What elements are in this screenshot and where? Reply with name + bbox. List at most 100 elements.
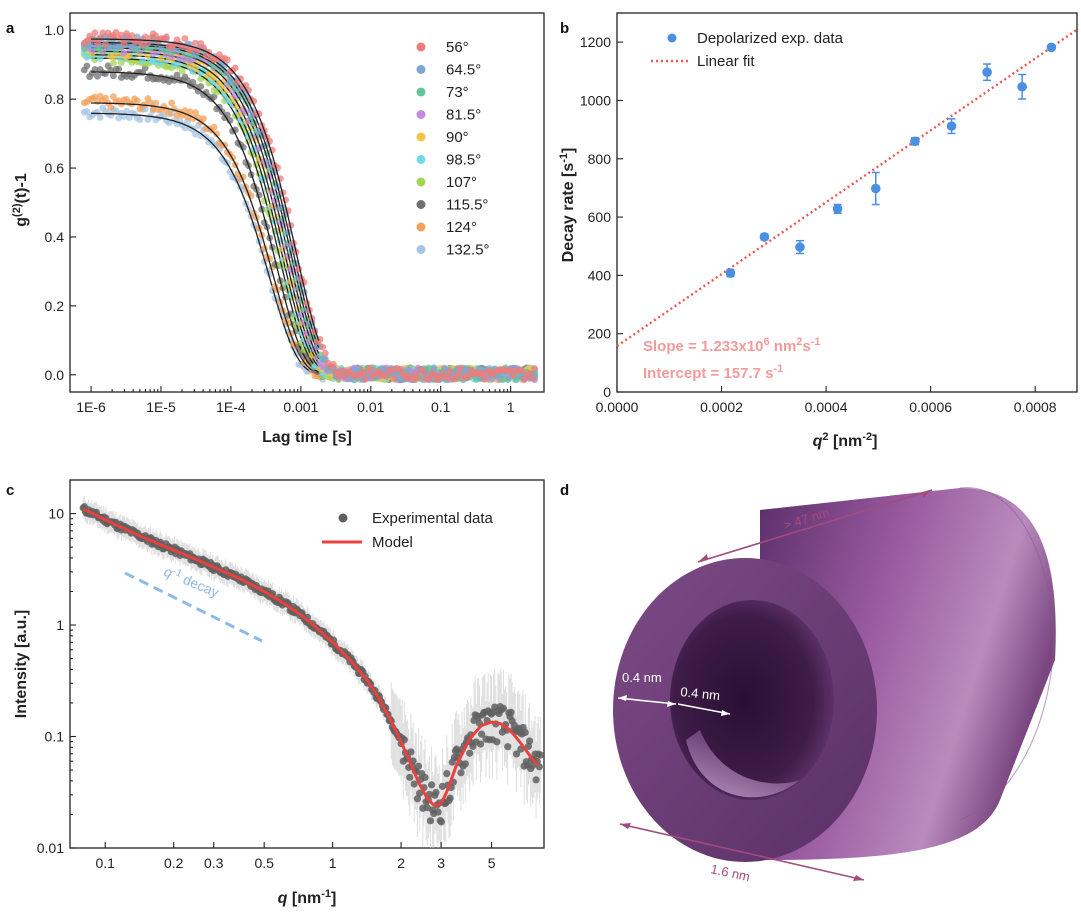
panel-b-point <box>725 268 736 278</box>
panel-c-xtick-label: 2 <box>397 855 405 871</box>
panel-a-chart: 1E-6 1E-5 1E-4 0.001 0.01 0.1 1 0.0 0.2 0.4 0.6 0.8… <box>11 12 545 446</box>
panel-c-point <box>438 782 447 790</box>
panel-c-point <box>478 730 486 738</box>
length-arrow <box>697 489 933 563</box>
panel-a-point <box>404 366 411 374</box>
legend-marker-angle <box>416 155 426 164</box>
nanotube-illustration: > 47 nm 1.6 nm 0.4 nm 0.4 nm <box>613 487 1056 884</box>
panel-a-point <box>165 119 173 126</box>
diameter-arrow-head-right <box>853 875 864 881</box>
wall-label-2: 0.4 nm <box>680 684 721 703</box>
panel-a-point <box>464 372 472 380</box>
panel-a-xtick-label: 0.001 <box>283 399 318 415</box>
panel-a-xtick-label: 1 <box>507 399 515 415</box>
panel-a-point <box>192 130 199 138</box>
panel-a-point <box>231 64 239 72</box>
slope-annotation: Slope = 1.233x106 nm2s-1 <box>643 336 821 355</box>
panel-a-ytick-label: 0.0 <box>45 367 65 383</box>
panel-a-fit-line <box>91 102 319 374</box>
panel-a-point <box>319 343 327 351</box>
panel-a-point <box>184 118 191 125</box>
panel-b-point <box>1046 42 1057 53</box>
panel-a-point <box>414 374 422 381</box>
panel-a-point <box>96 55 104 62</box>
panel-b-fit-line <box>616 28 1078 348</box>
panel-b-point <box>870 171 881 206</box>
legend-label-angle: 73° <box>446 84 469 101</box>
panel-a-point <box>112 107 120 115</box>
panel-a-point <box>329 360 337 368</box>
panel-a-point <box>197 132 205 140</box>
panel-a-point <box>173 47 181 55</box>
panel-b-legend: Depolarized exp. data Linear fit <box>651 30 844 70</box>
panel-a-point <box>192 64 199 72</box>
legend-marker-angle <box>416 42 426 52</box>
panel-c-legend: Experimental data Model <box>322 510 494 551</box>
panel-c-point <box>406 773 414 781</box>
length-arrow-head-right <box>922 490 932 498</box>
legend-marker-angle <box>416 65 426 74</box>
panel-a-point <box>131 44 139 51</box>
panel-a-point <box>178 67 186 75</box>
panel-a-point <box>117 31 125 39</box>
legend-label-angle: 81.5° <box>446 107 481 124</box>
panel-a-point <box>457 364 464 372</box>
panel-b-xtick-label: 0.0000 <box>596 399 639 415</box>
panel-a-ytick-label: 0.2 <box>45 298 65 314</box>
panel-a-point <box>531 365 538 373</box>
panel-a-ylabel: g(2)(t)-1 <box>11 173 30 227</box>
panel-a-fit-line <box>91 50 320 364</box>
panel-a-point <box>110 59 117 67</box>
panel-a-point <box>123 30 131 37</box>
panel-c-xtick-label: 3 <box>437 855 445 871</box>
panel-c-point <box>446 794 454 802</box>
legend-label-angle: 115.5° <box>446 197 488 214</box>
panel-c-xtick-label: 0.3 <box>204 855 224 871</box>
panel-a-point <box>200 115 207 123</box>
panel-c-model-line <box>82 507 540 807</box>
panel-a-point <box>480 374 488 382</box>
panel-a-point <box>366 364 374 372</box>
panel-a-point <box>239 143 247 151</box>
tube-hole <box>670 600 834 800</box>
panel-c-point <box>461 760 469 768</box>
panel-a-point <box>133 97 141 105</box>
panel-c-ytick-label: 1 <box>56 617 64 633</box>
tube-rear-edge <box>959 487 1054 821</box>
panel-a-point <box>390 375 398 383</box>
panel-c-point <box>536 751 545 759</box>
intercept-annotation: Intercept = 157.7 s-1 <box>643 363 783 382</box>
panel-b-point <box>982 63 992 82</box>
panel-a-point <box>107 104 115 111</box>
panel-a-point <box>454 370 462 378</box>
panel-a-point <box>517 367 525 374</box>
panel-c-point <box>532 776 540 784</box>
panel-a-point <box>112 29 120 36</box>
wall-label-1: 0.4 nm <box>622 670 662 685</box>
panel-a-point <box>83 62 91 70</box>
legend-label-angle: 90° <box>446 129 469 146</box>
panel-a-point <box>136 116 144 124</box>
panel-c-point <box>476 740 485 748</box>
panel-a-point <box>152 99 160 107</box>
panel-a-point <box>165 110 173 117</box>
panel-c-point <box>507 708 515 716</box>
panel-c-xtick-label: 0.2 <box>164 855 184 871</box>
panel-c-point <box>423 804 431 812</box>
panel-b-marker <box>910 136 920 147</box>
panel-a-point <box>110 93 117 101</box>
panel-a-point <box>160 111 168 119</box>
panel-a-point <box>213 130 221 138</box>
panel-c-point <box>414 762 423 770</box>
panel-b-ytick-label: 1200 <box>580 34 611 50</box>
panel-a-point <box>83 53 91 61</box>
panel-a-point <box>443 373 451 380</box>
panel-a-point <box>340 373 348 381</box>
legend-label-model: Model <box>372 534 413 551</box>
panel-letter-d: d <box>560 482 569 499</box>
panel-a-point <box>96 114 104 121</box>
panel-a-point <box>91 29 99 37</box>
panel-c-xtick-label: 0.1 <box>95 855 115 871</box>
legend-label-linear-fit: Linear fit <box>697 53 755 70</box>
panel-a-point <box>123 107 131 115</box>
